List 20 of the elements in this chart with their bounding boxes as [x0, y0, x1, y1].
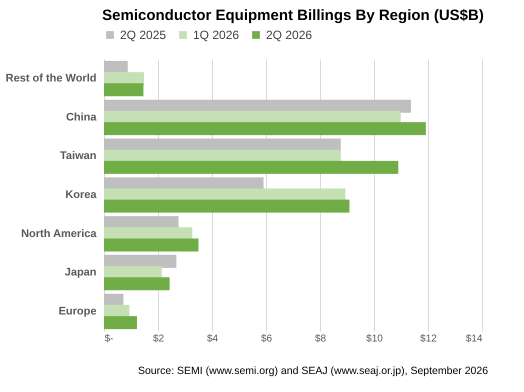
x-tick-label: $10: [366, 334, 384, 344]
x-tick-label: $14: [466, 334, 483, 344]
legend-label: 2Q 2025: [120, 28, 166, 42]
x-tick-label: $6: [260, 334, 272, 344]
y-tick-label: Japan: [64, 266, 97, 279]
y-tick-label: China: [66, 111, 98, 124]
y-tick-label: Rest of the World: [6, 72, 96, 85]
x-tick-label: $8: [314, 334, 326, 344]
legend-label: 2Q 2026: [266, 28, 312, 42]
x-tick-label: $12: [420, 334, 438, 344]
x-tick-label: $2: [152, 334, 164, 344]
legend-label: 1Q 2026: [193, 28, 240, 42]
y-tick-label: North America: [21, 228, 98, 240]
y-tick-label: Korea: [65, 189, 98, 201]
x-tick-label: $-: [104, 334, 114, 344]
chart-title: Semiconductor Equipment Billings By Region (US$B): [102, 7, 484, 24]
x-tick-label: $4: [206, 334, 218, 344]
y-tick-label: Taiwan: [60, 150, 97, 162]
y-tick-label: Europe: [58, 305, 96, 318]
source-note: Source: SEMI (www.semi.org) and SEAJ (www.seaj.or.jp), September 2026: [138, 365, 488, 377]
